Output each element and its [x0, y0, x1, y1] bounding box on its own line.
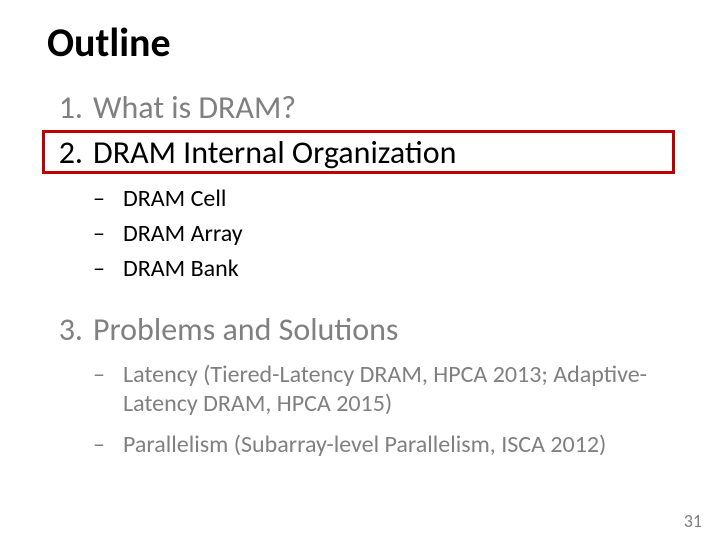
outline-subtext: Parallelism (Subarray-level Parallelism,…	[123, 430, 703, 459]
outline-subtext: DRAM Array	[123, 219, 243, 248]
outline-number: 3.	[49, 310, 83, 349]
dash-icon: –	[93, 430, 113, 459]
outline-subitem: – DRAM Array	[93, 219, 243, 248]
outline-subitem: – Parallelism (Subarray-level Parallelis…	[93, 430, 703, 459]
dash-icon: –	[93, 254, 113, 283]
highlight-box	[42, 130, 675, 174]
outline-subitem: – DRAM Cell	[93, 184, 226, 213]
outline-item-3: 3. Problems and Solutions	[49, 310, 398, 349]
slide-title: Outline	[47, 18, 171, 67]
outline-subitem: – Latency (Tiered-Latency DRAM, HPCA 201…	[93, 360, 683, 418]
dash-icon: –	[93, 184, 113, 213]
outline-text: What is DRAM?	[93, 88, 296, 127]
dash-icon: –	[93, 219, 113, 248]
outline-subitem: – DRAM Bank	[93, 254, 239, 283]
outline-subtext: DRAM Bank	[123, 254, 239, 283]
outline-item-1: 1. What is DRAM?	[49, 88, 296, 127]
outline-subtext: Latency (Tiered-Latency DRAM, HPCA 2013;…	[123, 360, 683, 418]
slide: Outline 1. What is DRAM? 2. DRAM Interna…	[0, 0, 720, 540]
page-number: 31	[684, 510, 702, 532]
outline-subtext: DRAM Cell	[123, 184, 226, 213]
outline-text: Problems and Solutions	[93, 310, 398, 349]
dash-icon: –	[93, 360, 113, 389]
outline-number: 1.	[49, 88, 83, 127]
